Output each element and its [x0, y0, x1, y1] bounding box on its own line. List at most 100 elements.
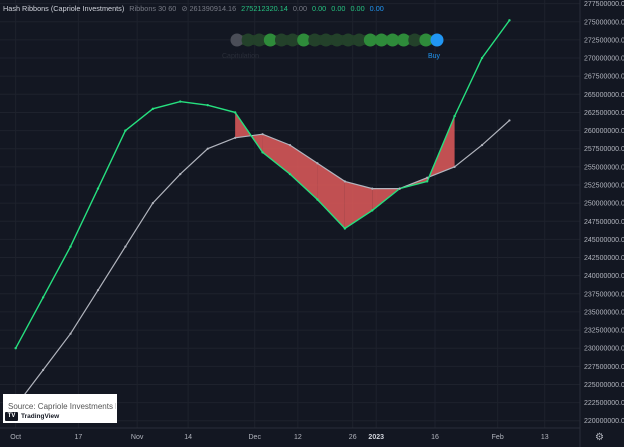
y-tick-label: 262500000.00 — [584, 110, 624, 117]
series-point-fast — [41, 296, 45, 299]
signal-dot — [319, 33, 333, 47]
indicator-params: Ribbons 30 60 — [129, 3, 177, 13]
series-point-slow — [426, 176, 429, 179]
y-tick-label: 225000000.00 — [584, 382, 624, 389]
legend-value-b: 0.00 — [312, 3, 327, 13]
series-point-slow — [398, 187, 401, 190]
tradingview-brand: TradingView — [21, 412, 60, 420]
x-tick-label: 16 — [431, 434, 439, 441]
y-tick-label: 242500000.00 — [584, 255, 624, 262]
series-point-fast — [508, 19, 511, 22]
ribbon-fill-segment — [262, 134, 290, 175]
series-point-fast — [425, 180, 429, 183]
legend-value-e: 0.00 — [369, 3, 384, 13]
y-tick-label: 260000000.00 — [584, 128, 624, 135]
ribbon-fill-segment — [317, 163, 345, 229]
tradingview-logo[interactable]: TV TradingView — [5, 411, 59, 421]
series-point-fast — [261, 151, 264, 154]
series-point-slow — [316, 162, 319, 165]
legend-value-ma30-number: 261390914.16 — [189, 3, 237, 13]
signal-dot — [374, 33, 388, 47]
tradingview-logo-icon: TV — [5, 411, 18, 421]
indicator-name[interactable]: Hash Ribbons (Capriole Investments) — [3, 3, 125, 13]
legend-value-d: 0.00 — [350, 3, 365, 13]
gear-icon[interactable]: ⚙ — [595, 432, 604, 443]
signal-dot — [274, 33, 288, 47]
signal-dot — [330, 33, 344, 47]
series-point-slow — [343, 180, 346, 183]
series-point-fast — [480, 56, 484, 60]
x-tick-label: Feb — [492, 434, 504, 441]
series-lines — [14, 19, 511, 408]
buy-signal-label: Buy — [428, 53, 441, 60]
chart-grid — [0, 0, 580, 428]
signal-dot — [386, 33, 400, 47]
series-point-fast — [206, 103, 209, 107]
series-point-slow — [453, 165, 456, 168]
y-tick-label: 232500000.00 — [584, 328, 624, 335]
indicator-legend[interactable]: Hash Ribbons (Capriole Investments) Ribb… — [3, 2, 384, 14]
series-point-slow — [288, 143, 292, 147]
signal-dot — [263, 33, 277, 47]
series-point-fast — [233, 111, 237, 114]
series-point-fast — [371, 209, 374, 212]
signal-dot — [419, 33, 433, 47]
y-tick-label: 275000000.00 — [584, 19, 624, 26]
signal-dots — [230, 33, 444, 47]
signal-dot — [241, 33, 255, 47]
x-tick-label: 2023 — [368, 434, 384, 441]
y-tick-label: 272500000.00 — [584, 37, 624, 44]
y-axis[interactable]: 220000000.00 222500000.00 225000000.00 2275… — [584, 1, 624, 425]
signal-dot — [397, 33, 411, 47]
legend-value-ma60: 275212320.14 — [241, 3, 288, 13]
y-tick-label: 252500000.00 — [584, 182, 624, 189]
x-tick-label: Oct — [10, 434, 21, 441]
series-point-fast — [69, 245, 72, 248]
capitulation-label: Capitulation — [222, 53, 259, 60]
y-tick-label: 277500000.00 — [584, 1, 624, 8]
series-point-slow — [206, 147, 209, 150]
signal-dot — [252, 33, 266, 47]
series-point-slow — [69, 332, 72, 335]
series-point-fast — [288, 172, 292, 176]
signal-dot — [308, 33, 322, 47]
x-tick-label: 12 — [294, 434, 302, 441]
series-point-fast — [179, 100, 182, 103]
legend-value-ma30-prefix: ⊘ — [181, 3, 188, 13]
y-tick-label: 230000000.00 — [584, 346, 624, 353]
x-axis[interactable]: Oct 17 Nov 14 Dec 12 26 2023 16 Feb 13 — [10, 434, 548, 441]
y-tick-label: 237500000.00 — [584, 291, 624, 298]
x-tick-label: 17 — [74, 434, 82, 441]
x-tick-label: 13 — [541, 434, 549, 441]
series-point-fast — [316, 198, 319, 201]
y-tick-label: 245000000.00 — [584, 237, 624, 244]
x-tick-label: 26 — [349, 434, 357, 441]
signal-dot — [430, 33, 444, 47]
x-tick-label: Nov — [131, 434, 144, 441]
y-tick-label: 257500000.00 — [584, 146, 624, 153]
series-point-slow — [371, 187, 374, 190]
y-tick-label: 265000000.00 — [584, 92, 624, 99]
series-point-slow — [480, 143, 484, 147]
series-point-slow — [124, 245, 127, 248]
series-point-fast — [453, 114, 456, 118]
y-tick-label: 270000000.00 — [584, 56, 624, 63]
y-tick-label: 247500000.00 — [584, 219, 624, 226]
series-point-slow — [151, 202, 154, 205]
series-point-slow — [508, 119, 511, 122]
watermark-text: Source: Capriole Investments Lim — [8, 402, 116, 411]
series-point-fast — [14, 347, 17, 350]
series-point-slow — [42, 368, 45, 372]
y-tick-label: 250000000.00 — [584, 201, 624, 208]
series-point-fast — [96, 187, 100, 190]
series-point-fast — [343, 227, 347, 230]
y-tick-label: 235000000.00 — [584, 309, 624, 316]
y-tick-label: 255000000.00 — [584, 164, 624, 171]
legend-value-a: 0.00 — [292, 3, 308, 13]
signal-dot — [230, 33, 244, 47]
series-point-slow — [96, 289, 100, 292]
ribbon-fill-segment — [290, 145, 318, 200]
signal-dot — [363, 33, 377, 47]
